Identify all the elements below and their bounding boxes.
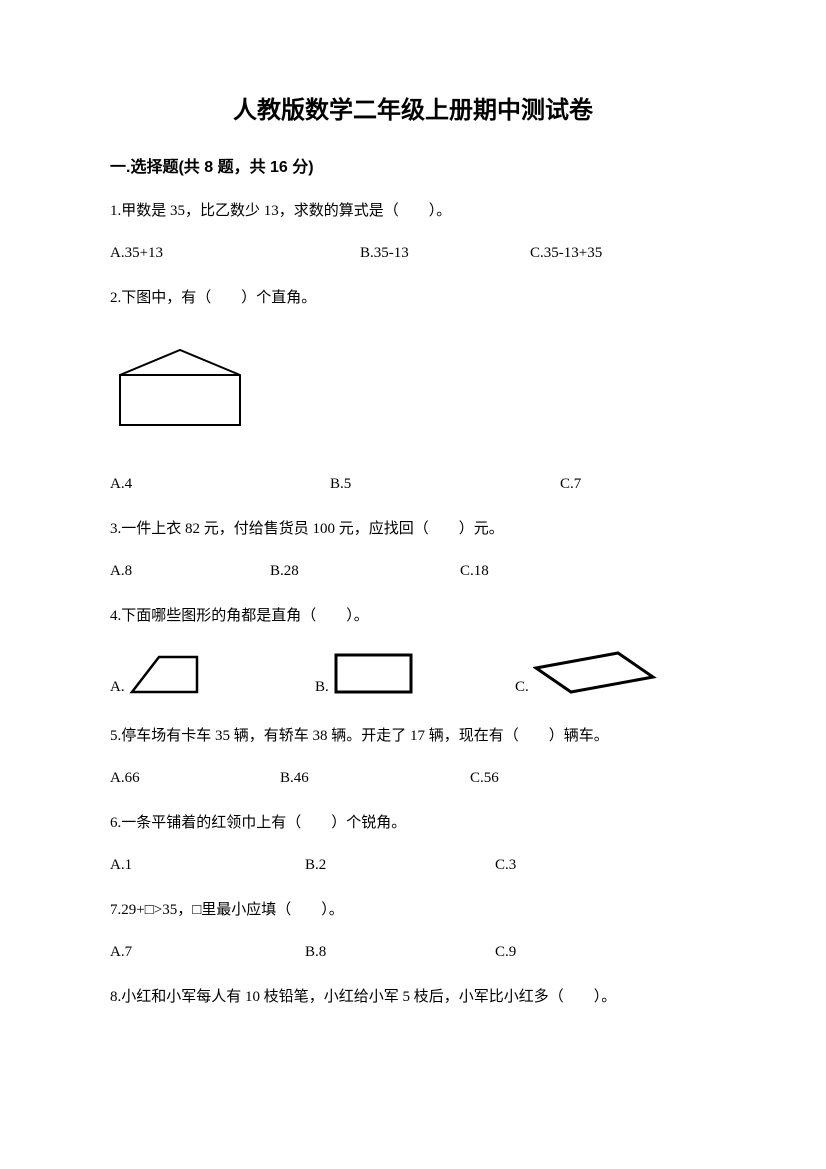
q4-opt-a: A. xyxy=(110,654,315,696)
q3-text: 3.一件上衣 82 元，付给售货员 100 元，应找回（ ）元。 xyxy=(110,517,716,541)
q4-opt-c: C. xyxy=(515,650,658,696)
q6-options: A.1 B.2 C.3 xyxy=(110,857,716,874)
q6-opt-b: B.2 xyxy=(305,857,495,874)
q4-c-label: C. xyxy=(515,679,529,696)
q2-opt-a: A.4 xyxy=(110,476,330,493)
q6-opt-c: C.3 xyxy=(495,857,516,874)
rectangle-icon xyxy=(333,652,415,696)
q4-options: A. B. C. xyxy=(110,650,716,696)
section-header: 一.选择题(共 8 题，共 16 分) xyxy=(110,153,716,177)
q2-opt-c: C.7 xyxy=(560,476,581,493)
q1-text: 1.甲数是 35，比乙数少 13，求数的算式是（ ）。 xyxy=(110,199,716,223)
q5-opt-c: C.56 xyxy=(470,770,499,787)
q4-text: 4.下面哪些图形的角都是直角（ ）。 xyxy=(110,604,716,628)
parallelogram-icon xyxy=(533,650,658,696)
q6-opt-a: A.1 xyxy=(110,857,305,874)
q7-opt-a: A.7 xyxy=(110,944,305,961)
q3-opt-a: A.8 xyxy=(110,563,270,580)
q4-a-label: A. xyxy=(110,679,125,696)
q6-text: 6.一条平铺着的红领巾上有（ ）个锐角。 xyxy=(110,811,716,835)
q3-opt-c: C.18 xyxy=(460,563,489,580)
q1-opt-a: A.35+13 xyxy=(110,245,360,262)
q5-opt-b: B.46 xyxy=(280,770,470,787)
q2-options: A.4 B.5 C.7 xyxy=(110,476,716,493)
q1-options: A.35+13 B.35-13 C.35-13+35 xyxy=(110,245,716,262)
q1-opt-b: B.35-13 xyxy=(360,245,530,262)
q7-options: A.7 B.8 C.9 xyxy=(110,944,716,961)
q2-text: 2.下图中，有（ ）个直角。 xyxy=(110,286,716,310)
q5-text: 5.停车场有卡车 35 辆，有轿车 38 辆。开走了 17 辆，现在有（ ）辆车… xyxy=(110,724,716,748)
q4-opt-b: B. xyxy=(315,652,515,696)
q7-opt-b: B.8 xyxy=(305,944,495,961)
q2-shape xyxy=(110,340,716,440)
q7-opt-c: C.9 xyxy=(495,944,516,961)
q2-opt-b: B.5 xyxy=(330,476,560,493)
house-shape-icon xyxy=(110,340,250,435)
q3-opt-b: B.28 xyxy=(270,563,460,580)
q1-opt-c: C.35-13+35 xyxy=(530,245,602,262)
q7-text: 7.29+□>35，□里最小应填（ ）。 xyxy=(110,898,716,922)
page-title: 人教版数学二年级上册期中测试卷 xyxy=(110,90,716,125)
q8-text: 8.小红和小军每人有 10 枝铅笔，小红给小军 5 枝后，小军比小红多（ ）。 xyxy=(110,985,716,1009)
q4-b-label: B. xyxy=(315,679,329,696)
trapezoid-icon xyxy=(129,654,201,696)
q3-options: A.8 B.28 C.18 xyxy=(110,563,716,580)
q5-options: A.66 B.46 C.56 xyxy=(110,770,716,787)
q5-opt-a: A.66 xyxy=(110,770,280,787)
